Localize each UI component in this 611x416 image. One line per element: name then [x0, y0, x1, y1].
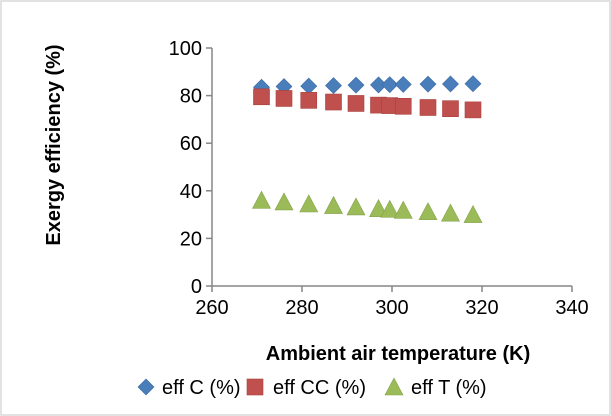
data-point: [394, 98, 412, 115]
y-axis-title: Exergy efficiency (%): [43, 44, 65, 245]
legend-marker-2: [246, 378, 264, 396]
legend-marker-3: [384, 377, 404, 396]
series-2: [253, 88, 482, 119]
data-point: [419, 75, 437, 93]
data-point: [274, 192, 294, 211]
data-point: [393, 200, 413, 219]
data-point: [299, 194, 319, 213]
data-point: [347, 76, 365, 94]
legend-label-3: eff T (%): [411, 377, 487, 399]
tick-labels: 0 20 40 60 80 100 260 280 300 320 340: [169, 38, 589, 319]
x-tick-label: 320: [465, 297, 498, 319]
data-point: [275, 90, 293, 107]
data-point: [419, 99, 437, 116]
data-point: [464, 101, 482, 119]
legend-marker-1: [137, 378, 155, 396]
data-point: [441, 203, 460, 222]
x-tick-label: 340: [555, 297, 588, 319]
data-point: [442, 75, 459, 93]
y-tick-label: 80: [180, 86, 202, 108]
legend-label-2: eff CC (%): [273, 377, 366, 399]
data-point: [324, 195, 343, 214]
data-marks: [252, 75, 483, 223]
y-tick-label: 100: [169, 38, 202, 60]
data-point: [381, 76, 399, 94]
x-tick-label: 280: [285, 297, 318, 319]
data-point: [347, 95, 365, 112]
y-tick-label: 40: [180, 181, 202, 203]
series-1: [253, 75, 482, 96]
data-point: [325, 77, 342, 95]
data-point: [442, 100, 459, 117]
data-point: [369, 199, 388, 217]
data-point: [253, 88, 270, 106]
y-tick-label: 0: [191, 276, 202, 298]
data-point: [463, 204, 483, 223]
x-tick-label: 260: [195, 297, 228, 319]
x-tick-label: 300: [375, 297, 408, 319]
y-tick-label: 60: [180, 133, 202, 155]
data-point: [252, 190, 271, 209]
data-point: [346, 197, 366, 216]
data-point: [325, 93, 342, 111]
data-point: [418, 202, 438, 221]
data-point: [394, 75, 412, 93]
y-tick-label: 20: [180, 228, 202, 250]
legend: eff C (%) eff CC (%) eff T (%): [137, 377, 487, 399]
x-axis-title: Ambient air temperature (K): [266, 343, 531, 365]
data-point: [464, 75, 482, 93]
data-point: [300, 92, 318, 109]
series-3: [252, 190, 483, 223]
data-point: [380, 199, 400, 218]
legend-label-1: eff C (%): [162, 377, 241, 399]
